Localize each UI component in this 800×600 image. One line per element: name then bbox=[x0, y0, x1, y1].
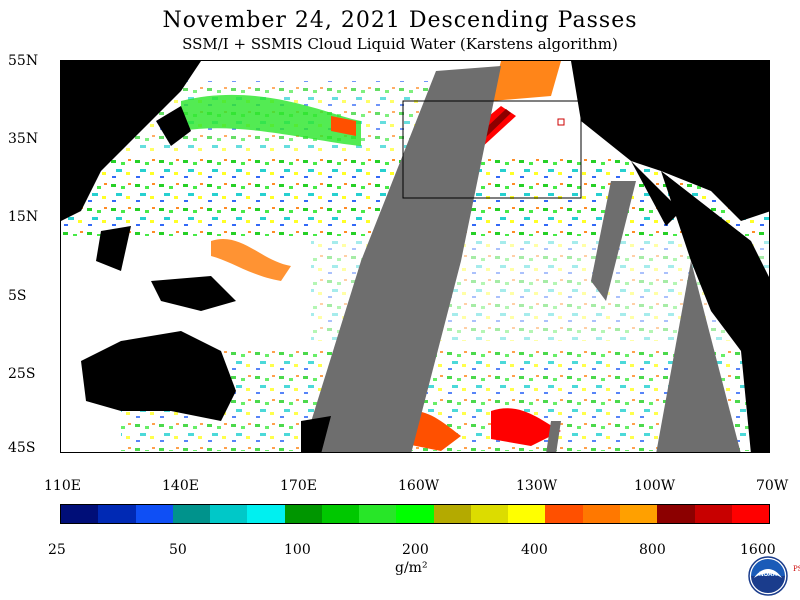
colorbar-segment bbox=[694, 505, 732, 523]
colorbar-label-25: 25 bbox=[48, 542, 66, 558]
colorbar-segment bbox=[172, 505, 211, 523]
colorbar-segment bbox=[284, 505, 322, 523]
colorbar-segment bbox=[657, 505, 695, 523]
colorbar-label-800: 800 bbox=[639, 542, 666, 558]
map-title: November 24, 2021 Descending Passes bbox=[162, 8, 638, 33]
land-masses bbox=[61, 61, 769, 452]
noaa-logo-icon: NOAA bbox=[748, 556, 788, 596]
psl-label: PSL bbox=[793, 565, 800, 573]
colorbar-segment bbox=[61, 505, 99, 523]
colorbar-label-50: 50 bbox=[169, 542, 187, 558]
colorbar-label-200: 200 bbox=[402, 542, 429, 558]
colorbar-segment bbox=[321, 505, 360, 523]
colorbar-segment bbox=[396, 505, 434, 523]
colorbar-segment bbox=[619, 505, 658, 523]
lon-label-70w: 70W bbox=[756, 478, 789, 494]
site-marker bbox=[557, 118, 565, 126]
map-canvas bbox=[61, 61, 769, 452]
lon-label-100w: 100W bbox=[634, 478, 676, 494]
colorbar-label-1600: 1600 bbox=[740, 542, 776, 558]
lat-label-15n: 15N bbox=[8, 209, 39, 225]
colorbar-segment bbox=[247, 505, 285, 523]
lon-label-170e: 170E bbox=[280, 478, 317, 494]
lon-label-160w: 160W bbox=[398, 478, 440, 494]
colorbar-unit: g/m² bbox=[395, 560, 428, 576]
colorbar-segment bbox=[210, 505, 248, 523]
swath-gap bbox=[301, 66, 741, 452]
lon-label-140e: 140E bbox=[162, 478, 199, 494]
colorbar-segment bbox=[731, 505, 770, 523]
colorbar-segment bbox=[135, 505, 173, 523]
colorbar-segment bbox=[582, 505, 620, 523]
colorbar-segment bbox=[470, 505, 509, 523]
lat-label-5s: 5S bbox=[8, 288, 27, 304]
colorbar-segment bbox=[98, 505, 136, 523]
colorbar-label-100: 100 bbox=[284, 542, 311, 558]
lat-label-55n: 55N bbox=[8, 53, 39, 69]
noaa-logo-text: NOAA bbox=[759, 572, 777, 578]
cloud-water-map bbox=[60, 60, 770, 453]
map-subtitle: SSM/I + SSMIS Cloud Liquid Water (Karste… bbox=[182, 35, 618, 53]
colorbar-label-400: 400 bbox=[521, 542, 548, 558]
colorbar bbox=[60, 504, 770, 524]
lon-label-110e: 110E bbox=[44, 478, 81, 494]
colorbar-segment bbox=[433, 505, 471, 523]
colorbar-segment bbox=[508, 505, 546, 523]
lat-label-25s: 25S bbox=[8, 366, 36, 382]
lon-label-130w: 130W bbox=[516, 478, 558, 494]
colorbar-segment bbox=[359, 505, 397, 523]
region-box bbox=[402, 100, 582, 199]
colorbar-segment bbox=[545, 505, 583, 523]
lat-label-35n: 35N bbox=[8, 131, 39, 147]
lat-label-45s: 45S bbox=[8, 440, 36, 456]
